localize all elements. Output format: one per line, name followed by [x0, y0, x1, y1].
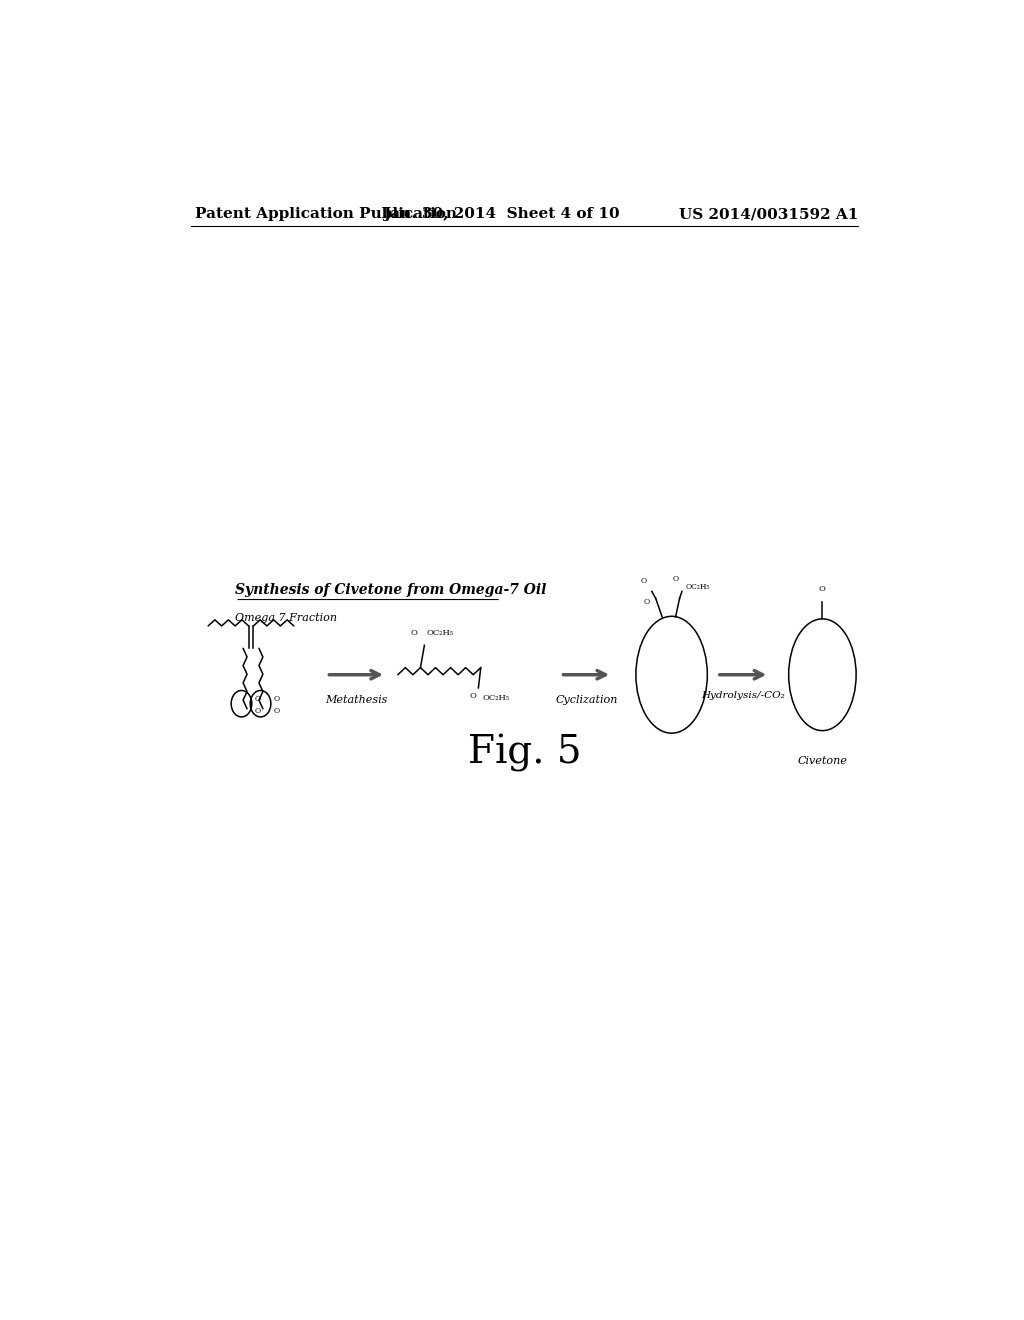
Text: US 2014/0031592 A1: US 2014/0031592 A1: [679, 207, 858, 222]
Text: Civetone: Civetone: [798, 756, 847, 766]
Text: Fig. 5: Fig. 5: [468, 734, 582, 772]
Text: O: O: [273, 694, 280, 702]
Text: Hydrolysis/-CO₂: Hydrolysis/-CO₂: [701, 690, 785, 700]
Text: O: O: [254, 706, 260, 715]
Text: O: O: [641, 577, 647, 585]
Text: Cyclization: Cyclization: [555, 696, 617, 705]
Text: OC₂H₅: OC₂H₅: [482, 694, 510, 702]
Text: O: O: [254, 694, 260, 702]
Text: OC₂H₅: OC₂H₅: [427, 630, 454, 638]
Text: O: O: [273, 706, 280, 715]
Text: OC₂H₅: OC₂H₅: [686, 583, 711, 591]
Text: Jan. 30, 2014  Sheet 4 of 10: Jan. 30, 2014 Sheet 4 of 10: [383, 207, 620, 222]
Text: O: O: [819, 585, 825, 594]
Text: Omega 7 Fraction: Omega 7 Fraction: [236, 612, 337, 623]
Text: O: O: [411, 630, 418, 638]
Text: Synthesis of Civetone from Omega-7 Oil: Synthesis of Civetone from Omega-7 Oil: [236, 583, 547, 598]
Text: O: O: [469, 692, 476, 700]
Text: Metathesis: Metathesis: [325, 696, 387, 705]
Text: O: O: [673, 576, 679, 583]
Text: O: O: [643, 598, 649, 606]
Text: Patent Application Publication: Patent Application Publication: [196, 207, 458, 222]
